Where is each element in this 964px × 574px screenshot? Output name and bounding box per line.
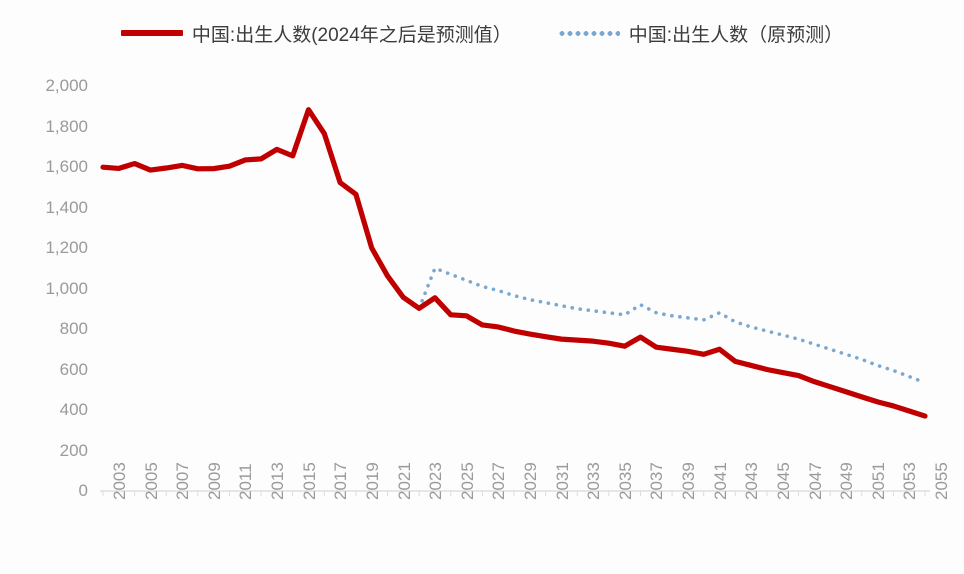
y-axis-tick-label: 1,200 xyxy=(45,238,88,257)
x-axis-tick-label: 2033 xyxy=(584,462,604,500)
chart-legend: 中国:出生人数(2024年之后是预测值） 中国:出生人数（原预测） xyxy=(0,14,964,52)
series-line-original-forecast xyxy=(417,266,927,385)
x-axis-tick-label: 2013 xyxy=(268,462,288,500)
x-axis-tick-label: 2027 xyxy=(489,462,509,500)
y-axis-tick-label: 1,800 xyxy=(45,116,88,136)
x-axis-tick-label: 2031 xyxy=(552,462,572,500)
x-axis-tick-label: 2025 xyxy=(457,462,477,500)
dotted-line-swatch-icon xyxy=(557,30,620,36)
x-axis-tick-label: 2007 xyxy=(173,462,193,500)
y-axis-tick-label: 1,400 xyxy=(45,197,88,217)
x-axis-tick-label: 2035 xyxy=(615,462,635,500)
y-axis-tick-label: 600 xyxy=(59,359,88,379)
x-axis-tick-label: 2055 xyxy=(932,462,951,500)
x-axis-tick-marks xyxy=(102,491,926,496)
legend-item-original-forecast[interactable]: 中国:出生人数（原预测） xyxy=(557,20,844,47)
x-axis-tick-label: 2049 xyxy=(837,462,857,500)
legend-label-actual: 中国:出生人数(2024年之后是预测值） xyxy=(191,24,512,46)
x-axis-tick-label: 2039 xyxy=(679,462,699,500)
y-axis-labels: 2,000 1,800 1,600 1,400 1,200 1,000 800 600 400 2… xyxy=(12,0,88,574)
x-axis-tick-label: 2047 xyxy=(805,462,825,500)
y-axis-tick-label: 400 xyxy=(59,400,88,419)
x-axis-tick-label: 2015 xyxy=(299,462,319,500)
x-axis-tick-label: 2011 xyxy=(236,463,256,500)
x-axis-tick-label: 2037 xyxy=(647,462,667,500)
x-axis-tick-label: 2043 xyxy=(742,462,762,500)
series-line-actual xyxy=(100,107,928,419)
y-axis-tick-label: 0 xyxy=(78,481,88,500)
y-axis-tick-label: 2,000 xyxy=(45,76,88,95)
x-axis-tick-label: 2045 xyxy=(773,462,793,500)
legend-label-original-forecast: 中国:出生人数（原预测） xyxy=(628,24,844,46)
legend-item-actual[interactable]: 中国:出生人数(2024年之后是预测值） xyxy=(120,20,512,47)
x-axis-tick-label: 2023 xyxy=(426,462,446,500)
x-axis-tick-label: 2051 xyxy=(868,462,888,500)
x-axis-tick-label: 2017 xyxy=(331,462,351,500)
y-axis-tick-label: 800 xyxy=(59,319,88,338)
x-axis-tick-label: 2041 xyxy=(710,462,730,500)
x-axis-tick-label: 2009 xyxy=(204,462,224,500)
x-axis-tick-label: 2021 xyxy=(394,462,414,500)
solid-line-swatch-icon xyxy=(120,30,183,36)
y-axis-tick-label: 1,600 xyxy=(45,157,88,176)
y-axis-tick-label: 200 xyxy=(59,440,88,460)
x-axis-tick-label: 2005 xyxy=(141,462,161,500)
x-axis-tick-label: 2029 xyxy=(521,462,540,500)
x-axis-tick-label: 2003 xyxy=(110,462,129,500)
y-axis-tick-label: 1,000 xyxy=(45,278,88,298)
x-axis-tick-label: 2019 xyxy=(362,462,382,500)
x-axis-tick-label: 2053 xyxy=(900,462,920,500)
